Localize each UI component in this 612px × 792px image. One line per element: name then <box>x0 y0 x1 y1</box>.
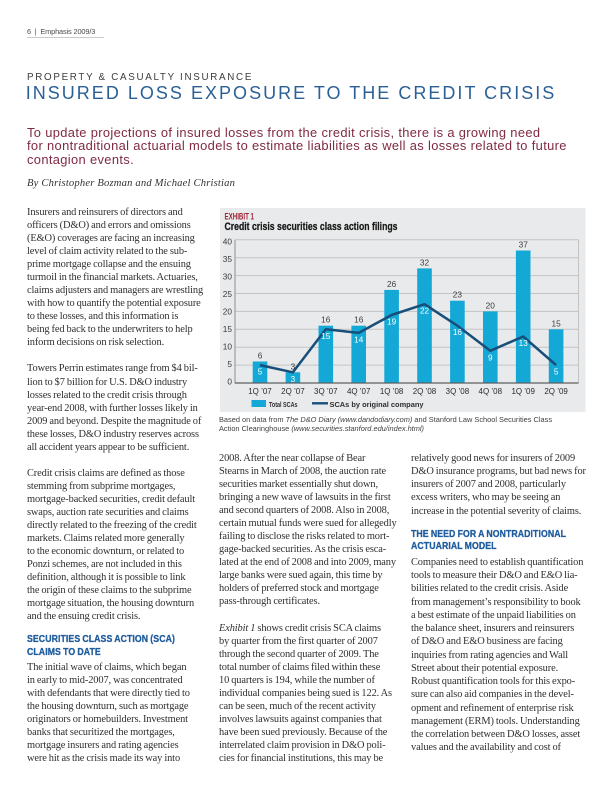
svg-text:Credit crisis securities class: Credit crisis securities class action fi… <box>224 221 397 233</box>
svg-text:5: 5 <box>553 368 558 377</box>
svg-text:15: 15 <box>321 332 331 341</box>
svg-text:13: 13 <box>518 339 528 348</box>
svg-text:35: 35 <box>222 254 232 264</box>
svg-text:SCAs by original company: SCAs by original company <box>329 400 424 409</box>
svg-text:3Q ’08: 3Q ’08 <box>445 386 469 396</box>
svg-text:15: 15 <box>222 324 232 334</box>
svg-text:4Q ’08: 4Q ’08 <box>478 386 502 396</box>
svg-text:20: 20 <box>222 307 232 317</box>
svg-text:40: 40 <box>222 236 232 246</box>
svg-text:1Q ’08: 1Q ’08 <box>379 386 403 396</box>
svg-text:EXHIBIT 1: EXHIBIT 1 <box>224 211 254 221</box>
svg-text:10: 10 <box>222 342 232 352</box>
svg-text:3: 3 <box>290 361 295 371</box>
svg-text:1Q ’07: 1Q ’07 <box>248 386 272 396</box>
svg-text:5: 5 <box>257 368 262 377</box>
svg-text:4Q ’07: 4Q ’07 <box>346 386 370 396</box>
svg-text:20: 20 <box>485 300 495 310</box>
svg-text:3: 3 <box>290 375 295 384</box>
svg-text:19: 19 <box>387 318 397 327</box>
svg-text:15: 15 <box>551 318 561 328</box>
svg-text:23: 23 <box>452 290 462 300</box>
svg-text:16: 16 <box>452 328 462 337</box>
svg-text:16: 16 <box>354 315 364 325</box>
svg-text:14: 14 <box>354 335 364 344</box>
svg-text:2Q ’07: 2Q ’07 <box>281 386 305 396</box>
svg-text:37: 37 <box>518 240 528 250</box>
svg-text:16: 16 <box>321 315 331 325</box>
svg-text:0: 0 <box>227 377 232 387</box>
svg-text:26: 26 <box>386 279 396 289</box>
svg-text:25: 25 <box>222 289 232 299</box>
svg-text:32: 32 <box>419 257 429 267</box>
svg-text:6: 6 <box>257 351 262 361</box>
svg-text:5: 5 <box>227 359 232 369</box>
svg-text:1Q ’09: 1Q ’09 <box>511 386 535 396</box>
svg-text:30: 30 <box>222 271 232 281</box>
svg-text:3Q ’07: 3Q ’07 <box>314 386 338 396</box>
svg-text:2Q ’08: 2Q ’08 <box>412 386 436 396</box>
svg-text:2Q ’09: 2Q ’09 <box>544 386 568 396</box>
svg-text:9: 9 <box>488 353 493 362</box>
svg-text:Total SCAs: Total SCAs <box>269 400 298 409</box>
svg-text:22: 22 <box>419 307 429 316</box>
